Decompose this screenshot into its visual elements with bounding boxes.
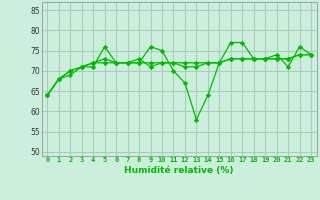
X-axis label: Humidité relative (%): Humidité relative (%)	[124, 166, 234, 175]
